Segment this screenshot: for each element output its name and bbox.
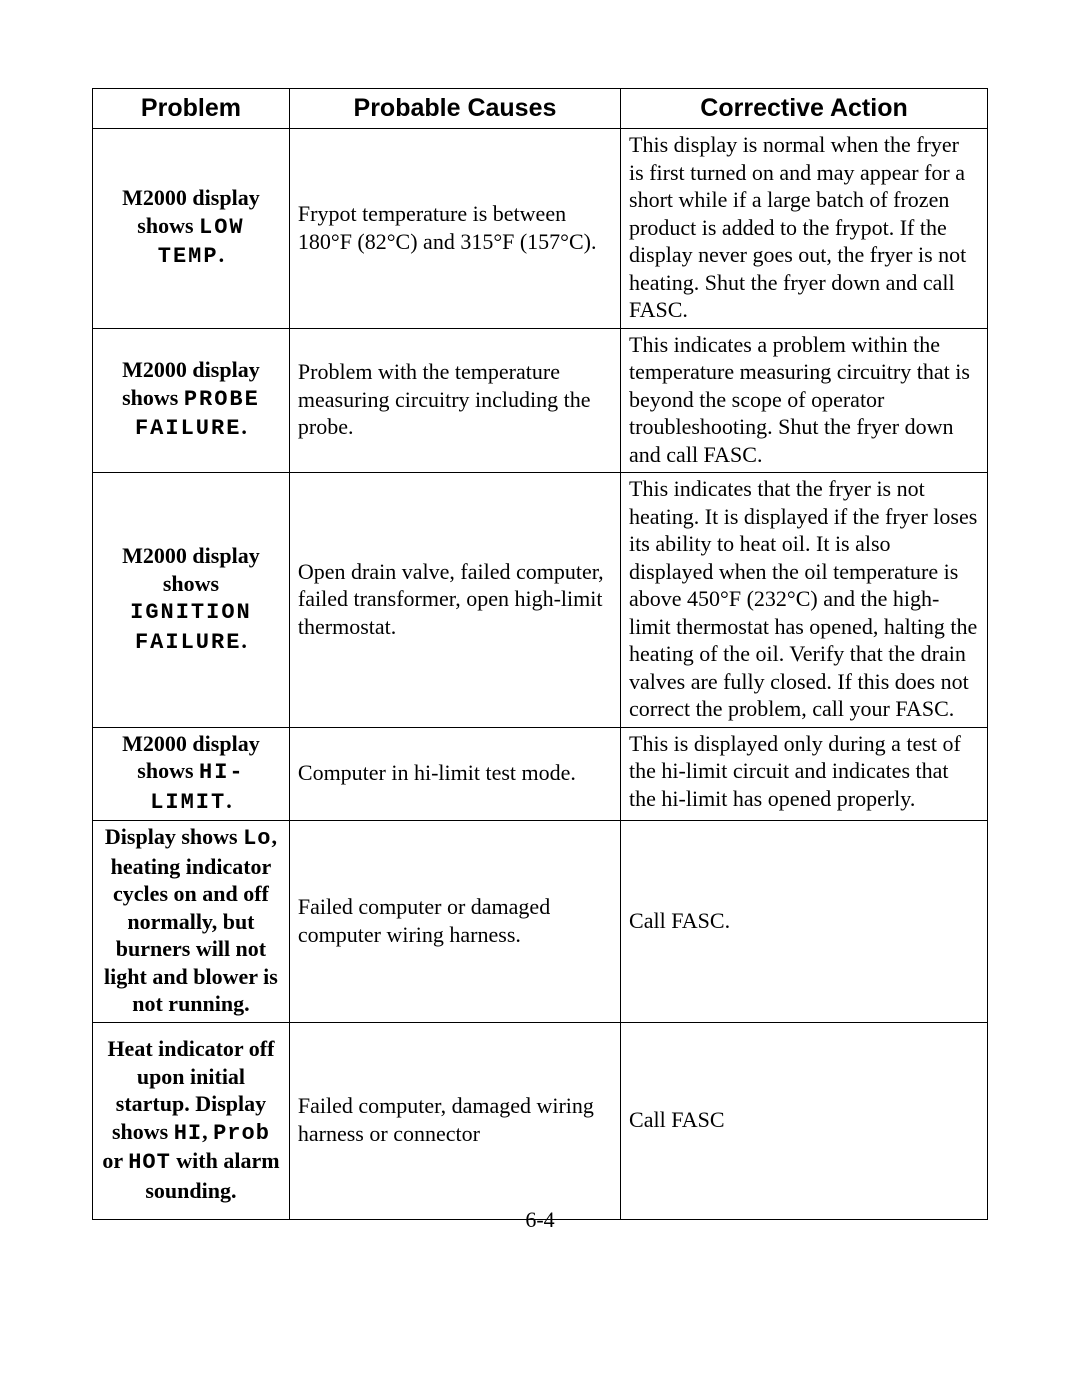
- col-header-causes: Probable Causes: [289, 89, 620, 129]
- problem-text: ,: [202, 1119, 213, 1144]
- table-row: M2000 display shows HI-LIMIT. Computer i…: [93, 727, 988, 821]
- cause-cell: Frypot temperature is between 180°F (82°…: [289, 129, 620, 329]
- problem-suffix: .: [219, 242, 225, 267]
- display-code: IGNITION FAILURE: [130, 600, 252, 655]
- page: Problem Probable Causes Corrective Actio…: [0, 0, 1080, 1397]
- table-row: Heat indicator off upon initial startup.…: [93, 1022, 988, 1219]
- action-cell: This display is normal when the fryer is…: [621, 129, 988, 329]
- page-number: 6-4: [0, 1207, 1080, 1233]
- problem-cell: M2000 display shows HI-LIMIT.: [93, 727, 290, 821]
- display-code: Prob: [213, 1121, 270, 1146]
- problem-cell: Display shows Lo, heating indicator cycl…: [93, 821, 290, 1023]
- problem-cell: M2000 display shows PROBE FAILURE.: [93, 328, 290, 473]
- problem-text: Display shows: [105, 824, 243, 849]
- action-cell: Call FASC: [621, 1022, 988, 1219]
- problem-text: , heating indicator cycles on and off no…: [104, 824, 278, 1016]
- action-cell: This indicates a problem within the temp…: [621, 328, 988, 473]
- action-cell: This is displayed only during a test of …: [621, 727, 988, 821]
- problem-suffix: .: [241, 628, 247, 653]
- table-row: M2000 display shows LOW TEMP. Frypot tem…: [93, 129, 988, 329]
- problem-cell: M2000 display shows LOW TEMP.: [93, 129, 290, 329]
- problem-cell: Heat indicator off upon initial startup.…: [93, 1022, 290, 1219]
- problem-text: or: [102, 1148, 128, 1173]
- table-row: M2000 display shows IGNITION FAILURE. Op…: [93, 473, 988, 728]
- problem-cell: M2000 display shows IGNITION FAILURE.: [93, 473, 290, 728]
- cause-cell: Computer in hi-limit test mode.: [289, 727, 620, 821]
- problem-suffix: .: [241, 414, 247, 439]
- problem-suffix: .: [226, 788, 232, 813]
- display-code: HOT: [128, 1150, 171, 1175]
- display-code: Lo: [243, 826, 271, 851]
- table-row: Display shows Lo, heating indicator cycl…: [93, 821, 988, 1023]
- cause-cell: Failed computer or damaged computer wiri…: [289, 821, 620, 1023]
- action-cell: This indicates that the fryer is not hea…: [621, 473, 988, 728]
- table-row: M2000 display shows PROBE FAILURE. Probl…: [93, 328, 988, 473]
- cause-cell: Failed computer, damaged wiring harness …: [289, 1022, 620, 1219]
- problem-text: M2000 display shows: [122, 543, 260, 596]
- col-header-problem: Problem: [93, 89, 290, 129]
- cause-cell: Open drain valve, failed computer, faile…: [289, 473, 620, 728]
- cause-cell: Problem with the temperature measuring c…: [289, 328, 620, 473]
- table-header-row: Problem Probable Causes Corrective Actio…: [93, 89, 988, 129]
- action-cell: Call FASC.: [621, 821, 988, 1023]
- col-header-action: Corrective Action: [621, 89, 988, 129]
- troubleshooting-table: Problem Probable Causes Corrective Actio…: [92, 88, 988, 1220]
- display-code: HI: [174, 1121, 202, 1146]
